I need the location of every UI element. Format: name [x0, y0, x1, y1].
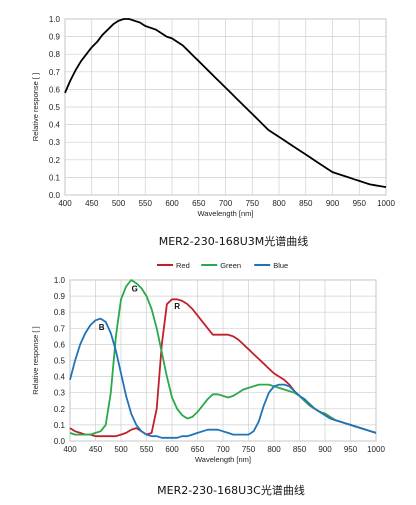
- x-tick-label: 550: [139, 199, 153, 208]
- x-tick-label: 550: [140, 445, 154, 454]
- y-tick-label: 1.0: [49, 15, 61, 24]
- x-tick-label: 1000: [367, 445, 385, 454]
- y-axis-label: Relative response [ ]: [31, 73, 40, 141]
- x-tick-label: 650: [191, 445, 205, 454]
- y-tick-label: 0.1: [54, 421, 66, 430]
- y-tick-label: 0.5: [54, 357, 66, 366]
- y-tick-label: 0.7: [54, 324, 66, 333]
- y-tick-label: 0.8: [54, 308, 66, 317]
- x-tick-label: 600: [165, 445, 179, 454]
- x-tick-label: 850: [293, 445, 307, 454]
- y-axis-label: Relative response [ ]: [31, 326, 40, 394]
- y-tick-label: 0.5: [49, 103, 61, 112]
- x-tick-label: 900: [326, 199, 340, 208]
- color-spectral-chart: 400 450 500 550 600 650 700 750 800 850 900 950 1000…: [31, 261, 385, 497]
- chart-caption: MER2-230-168U3C光谱曲线: [157, 483, 305, 497]
- y-tick-label: 0.6: [54, 340, 66, 349]
- x-tick-label: 400: [63, 445, 77, 454]
- x-tick-label: 950: [344, 445, 358, 454]
- x-tick-label: 800: [267, 445, 281, 454]
- y-tick-label: 0.4: [54, 373, 66, 382]
- x-tick-label: 450: [89, 445, 103, 454]
- y-tick-label: 0.3: [49, 138, 61, 147]
- y-tick-label: 0.2: [49, 156, 61, 165]
- x-axis-label: Wavelength [nm]: [198, 209, 254, 218]
- x-tick-label: 600: [165, 199, 179, 208]
- x-tick-label: 400: [58, 199, 72, 208]
- x-tick-label: 950: [353, 199, 367, 208]
- x-tick-label: 500: [112, 199, 126, 208]
- y-tick-label: 0.6: [49, 85, 61, 94]
- series-lines: [64, 18, 387, 188]
- legend-label-green: Green: [220, 261, 241, 270]
- x-tick-label: 750: [246, 199, 260, 208]
- y-tick-label: 0.7: [49, 68, 61, 77]
- chart-caption: MER2-230-168U3M光谱曲线: [159, 234, 309, 248]
- x-tick-label: 700: [219, 199, 233, 208]
- y-tick-label: 0.2: [54, 405, 66, 414]
- mono-spectral-chart: 400 450 500 550 600 650 700 750 800 850 900 950 1000…: [31, 15, 395, 248]
- curve-labels: R G B: [99, 284, 180, 332]
- y-tick-label: 0.4: [49, 121, 61, 130]
- series-line-green: [69, 279, 377, 436]
- gridlines: [69, 279, 377, 442]
- y-tick-labels: 0.0 0.1 0.2 0.3 0.4 0.5 0.6 0.7 0.8 0.9 1.0: [54, 276, 66, 446]
- x-tick-label: 450: [85, 199, 99, 208]
- x-tick-label: 1000: [377, 199, 395, 208]
- x-axis-label: Wavelength [nm]: [195, 455, 251, 464]
- series-line-blue: [69, 317, 377, 439]
- legend: Red Green Blue: [157, 261, 288, 270]
- curve-label-green: G: [132, 284, 138, 293]
- y-tick-label: 0.3: [54, 389, 66, 398]
- x-tick-label: 650: [192, 199, 206, 208]
- x-tick-label: 850: [299, 199, 313, 208]
- y-tick-label: 0.9: [49, 33, 61, 42]
- y-tick-label: 0.0: [49, 191, 61, 200]
- y-tick-label: 1.0: [54, 276, 66, 285]
- x-tick-labels: 400 450 500 550 600 650 700 750 800 850 900 950 1000: [58, 199, 395, 208]
- curve-label-blue: B: [99, 323, 105, 332]
- x-tick-label: 750: [242, 445, 256, 454]
- series-line: [64, 18, 387, 188]
- gridlines: [64, 18, 387, 196]
- y-tick-label: 0.0: [54, 437, 66, 446]
- series-lines: [69, 279, 377, 439]
- y-tick-label: 0.9: [54, 292, 66, 301]
- curve-label-red: R: [174, 302, 180, 311]
- x-tick-label: 900: [318, 445, 332, 454]
- x-tick-label: 500: [114, 445, 128, 454]
- y-tick-label: 0.1: [49, 173, 61, 182]
- legend-label-red: Red: [176, 261, 190, 270]
- x-tick-labels: 400 450 500 550 600 650 700 750 800 850 900 950 1000: [63, 445, 385, 454]
- x-tick-label: 800: [272, 199, 286, 208]
- y-tick-label: 0.8: [49, 50, 61, 59]
- y-tick-labels: 0.0 0.1 0.2 0.3 0.4 0.5 0.6 0.7 0.8 0.9 1.0: [49, 15, 61, 200]
- legend-label-blue: Blue: [273, 261, 288, 270]
- x-tick-label: 700: [216, 445, 230, 454]
